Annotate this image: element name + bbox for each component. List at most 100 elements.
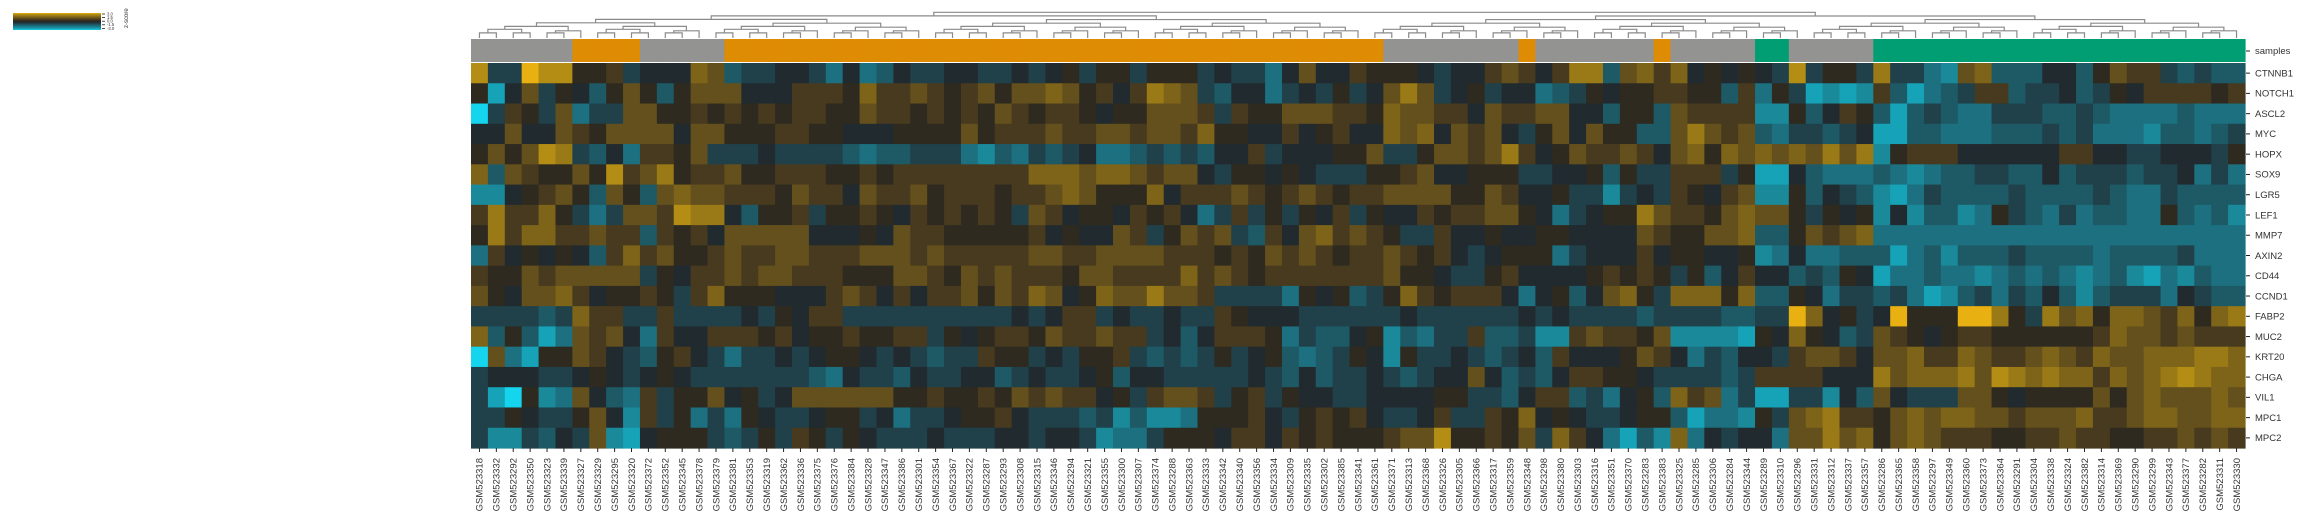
- heatmap-cell: [656, 306, 675, 328]
- heatmap-cell: [1146, 225, 1165, 246]
- heatmap-cell: [2143, 83, 2162, 105]
- sample-label: GSM523320: [627, 458, 638, 511]
- heatmap-cell: [724, 103, 742, 125]
- heatmap-cell: [707, 164, 726, 186]
- heatmap-cell: [1248, 326, 1266, 348]
- heatmap-cell: [1586, 225, 1604, 246]
- heatmap-cell: [487, 366, 506, 388]
- heatmap-cell: [842, 407, 861, 429]
- heatmap-cell: [1079, 123, 1097, 145]
- dendrogram-link: [1990, 30, 2018, 38]
- heatmap-cell: [1586, 103, 1604, 125]
- heatmap-cell: [1501, 184, 1520, 206]
- heatmap-cell: [1822, 326, 1841, 348]
- heatmap-cell: [1129, 407, 1148, 429]
- heatmap-cell: [2059, 366, 2077, 388]
- heatmap-cell: [2076, 265, 2094, 287]
- heatmap-cell: [1231, 407, 1249, 429]
- heatmap-cell: [741, 285, 759, 307]
- heatmap-cell: [1011, 83, 1030, 105]
- heatmap-cell: [1011, 184, 1030, 206]
- heatmap-cell: [944, 285, 962, 307]
- heatmap-cell: [977, 285, 996, 307]
- heatmap-cell: [2025, 144, 2043, 165]
- heatmap-cell: [1518, 427, 1536, 449]
- heatmap-cell: [2042, 225, 2060, 246]
- heatmap-cell: [1535, 366, 1553, 388]
- heatmap-cell: [2211, 346, 2229, 368]
- heatmap-cell: [960, 225, 979, 246]
- heatmap-cell: [1366, 245, 1384, 267]
- dendrogram-link: [1272, 32, 1292, 38]
- dendrogram-link: [554, 30, 582, 38]
- heatmap-cell: [2008, 184, 2026, 206]
- heatmap-cell: [1991, 265, 2010, 287]
- heatmap-cell: [2042, 285, 2060, 307]
- heatmap-cell: [1315, 63, 1334, 84]
- heatmap-cell: [1653, 184, 1672, 206]
- heatmap-cell: [1079, 265, 1097, 287]
- heatmap-cell: [1940, 184, 1959, 206]
- heatmap-cell: [1738, 366, 1756, 388]
- heatmap-cell: [2160, 144, 2179, 165]
- heatmap-cell: [2126, 204, 2145, 226]
- heatmap-cell: [741, 306, 759, 328]
- heatmap-cell: [1535, 204, 1553, 226]
- heatmap-cell: [1180, 265, 1199, 287]
- heatmap-cell: [1315, 366, 1334, 388]
- dendrogram-link: [1669, 30, 1697, 38]
- heatmap-cell: [1434, 346, 1452, 368]
- heatmap-cell: [1434, 204, 1452, 226]
- heatmap-cell: [1974, 103, 1993, 125]
- heatmap-cell: [1771, 184, 1790, 206]
- heatmap-cell: [1586, 63, 1604, 84]
- heatmap-cell: [1755, 103, 1773, 125]
- heatmap-cell: [775, 285, 793, 307]
- heatmap-cell: [1670, 285, 1689, 307]
- colorbar-legend: 3.01.50.0-1.5-3.0 z-score: [13, 8, 130, 31]
- heatmap-cell: [2177, 144, 2195, 165]
- heatmap-cell: [1079, 184, 1097, 206]
- heatmap-cell: [944, 366, 962, 388]
- heatmap-cell: [758, 387, 776, 409]
- sample-group-cell: [656, 39, 675, 62]
- heatmap-cell: [1907, 306, 1925, 328]
- sample-group-cell: [1839, 39, 1858, 62]
- heatmap-cell: [1400, 225, 1418, 246]
- heatmap-cell: [1552, 245, 1570, 267]
- heatmap-cell: [707, 366, 726, 388]
- sample-group-cell: [673, 39, 692, 62]
- heatmap-cell: [1265, 164, 1283, 186]
- sample-label: GSM523384: [846, 458, 857, 511]
- sample-group-bar: [471, 39, 2246, 62]
- heatmap-cell: [639, 245, 658, 267]
- heatmap-cell: [504, 265, 523, 287]
- dendrogram-link: [1061, 30, 1089, 38]
- heatmap-cell: [2126, 346, 2145, 368]
- heatmap-cell: [1518, 306, 1536, 328]
- sample-label: GSM523319: [762, 458, 773, 511]
- heatmap-cell: [1687, 245, 1705, 267]
- dendrogram-link: [1230, 30, 1258, 38]
- heatmap-cell: [2008, 326, 2026, 348]
- heatmap-cell: [2109, 326, 2128, 348]
- heatmap-cell: [1315, 245, 1334, 267]
- heatmap-cell: [960, 245, 979, 267]
- heatmap-cell: [960, 285, 979, 307]
- heatmap-cell: [1755, 245, 1773, 267]
- heatmap-cell: [606, 103, 624, 125]
- heatmap-cell: [1602, 184, 1621, 206]
- heatmap-cell: [2008, 123, 2026, 145]
- heatmap-cell: [623, 407, 641, 429]
- gene-label: CTNNB1: [2255, 68, 2293, 79]
- heatmap-cell: [1721, 123, 1739, 145]
- dendrogram-link: [2033, 32, 2052, 38]
- heatmap-cell: [859, 387, 878, 409]
- heatmap-cell: [910, 83, 928, 105]
- heatmap-cell: [1586, 326, 1604, 348]
- heatmap-cell: [1636, 184, 1655, 206]
- sample-label: GSM523327: [576, 458, 587, 511]
- heatmap-cell: [876, 285, 894, 307]
- heatmap-cell: [1839, 245, 1858, 267]
